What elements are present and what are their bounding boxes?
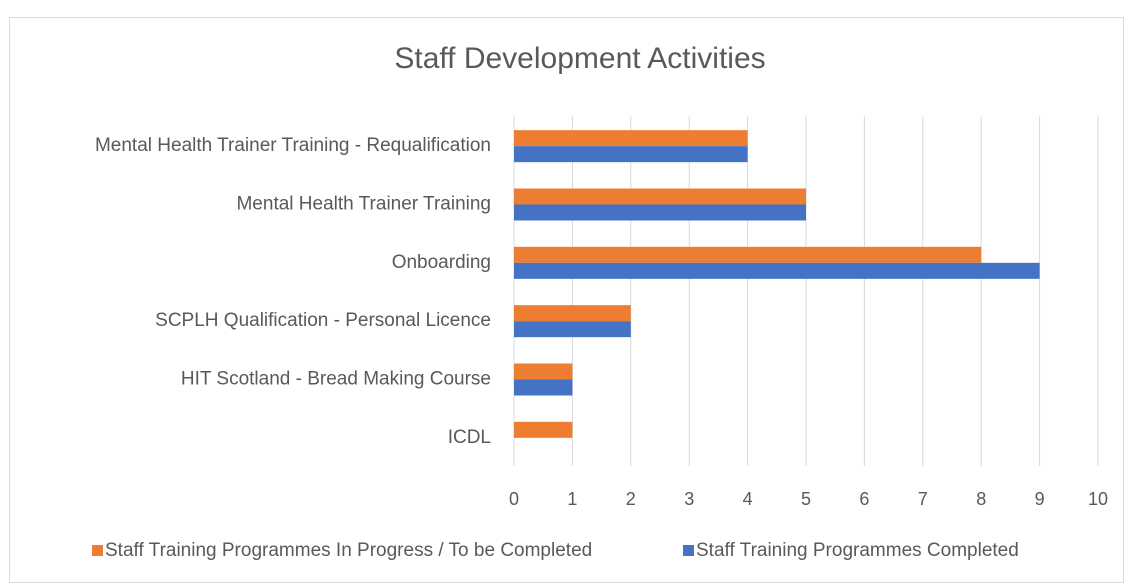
chart-title: Staff Development Activities bbox=[394, 42, 765, 75]
y-tick-label: Mental Health Trainer Training bbox=[236, 194, 491, 215]
x-tick-label: 6 bbox=[859, 489, 869, 509]
bar bbox=[514, 204, 806, 221]
bar bbox=[514, 421, 573, 438]
y-tick-label: ICDL bbox=[448, 427, 491, 448]
x-tick-label: 0 bbox=[509, 489, 519, 509]
legend-label: Staff Training Programmes Completed bbox=[696, 540, 1019, 561]
x-tick-label: 3 bbox=[684, 489, 694, 509]
x-tick-label: 4 bbox=[743, 489, 753, 509]
chart-border bbox=[9, 17, 1124, 583]
bar bbox=[514, 262, 1040, 279]
x-tick-label: 9 bbox=[1035, 489, 1045, 509]
y-tick-label: HIT Scotland - Bread Making Course bbox=[181, 369, 491, 390]
bar bbox=[514, 305, 631, 322]
legend-swatch bbox=[683, 545, 694, 556]
bar bbox=[514, 363, 573, 380]
bar bbox=[514, 130, 748, 147]
x-tick-label: 10 bbox=[1088, 489, 1108, 509]
x-tick-label: 5 bbox=[801, 489, 811, 509]
x-tick-label: 8 bbox=[976, 489, 986, 509]
bar bbox=[514, 246, 982, 263]
y-tick-label: SCPLH Qualification - Personal Licence bbox=[155, 310, 491, 331]
legend-swatch bbox=[92, 545, 103, 556]
y-tick-label: Mental Health Trainer Training - Requali… bbox=[95, 135, 491, 156]
bar bbox=[514, 321, 631, 338]
bar bbox=[514, 146, 748, 163]
legend-label: Staff Training Programmes In Progress / … bbox=[105, 540, 592, 561]
x-tick-label: 1 bbox=[567, 489, 577, 509]
x-tick-label: 7 bbox=[918, 489, 928, 509]
y-tick-label: Onboarding bbox=[392, 252, 491, 273]
bar bbox=[514, 379, 573, 396]
bar bbox=[514, 188, 806, 205]
x-tick-label: 2 bbox=[626, 489, 636, 509]
